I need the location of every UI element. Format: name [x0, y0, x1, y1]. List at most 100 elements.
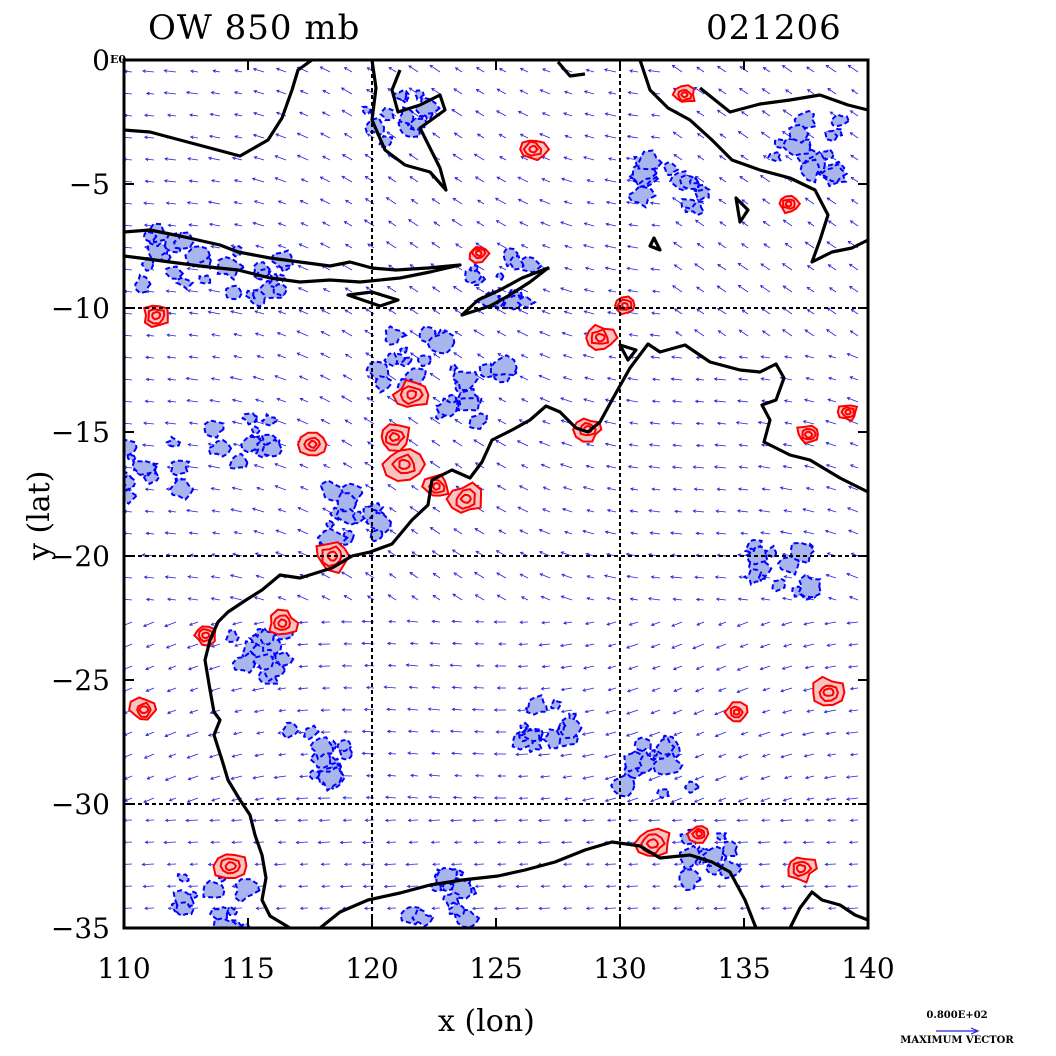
wind-vector: [561, 709, 573, 713]
wind-vector-head: [628, 443, 633, 447]
wind-vector-head: [714, 575, 719, 579]
wind-vector-head: [718, 688, 722, 692]
wind-vector: [389, 529, 397, 535]
wind-vector-head: [757, 840, 762, 845]
wind-vector: [672, 841, 683, 843]
positive-cell-inner: [801, 427, 817, 441]
wind-vector-head: [296, 418, 301, 422]
wind-vector-head: [627, 818, 632, 823]
wind-vector-head: [383, 685, 388, 689]
wind-vector-head: [186, 733, 190, 737]
wind-vector: [341, 263, 353, 271]
wind-vector-head: [719, 221, 723, 225]
wind-vector: [321, 419, 331, 425]
negative-cell: [678, 868, 702, 892]
wind-vector-head: [692, 646, 697, 650]
wind-vector: [851, 553, 859, 557]
wind-vector: [849, 376, 859, 381]
wind-vector-head: [516, 440, 521, 444]
wind-vector-head: [650, 575, 655, 579]
wind-vector: [385, 796, 397, 799]
wind-vector: [697, 155, 705, 161]
wind-vector-head: [454, 773, 458, 778]
wind-vector: [297, 594, 309, 601]
wind-vector: [784, 510, 793, 513]
wind-vector-head: [320, 708, 324, 712]
wind-vector-head: [278, 708, 283, 713]
wind-vector-head: [208, 134, 213, 139]
wind-vector: [164, 180, 177, 183]
wind-vector-head: [342, 462, 347, 466]
wind-vector-head: [829, 287, 833, 291]
wind-vector-head: [826, 753, 831, 757]
wind-vector-head: [344, 419, 349, 423]
wind-vector: [187, 797, 199, 803]
wind-vector: [737, 400, 749, 403]
wind-vector-head: [583, 288, 588, 292]
wind-vector: [605, 245, 617, 249]
wind-vector: [319, 396, 331, 403]
negative-cell: [525, 694, 549, 716]
wind-vector-head: [538, 551, 543, 555]
wind-vector-head: [187, 884, 192, 889]
wind-vector-head: [828, 596, 832, 601]
wind-vector: [341, 395, 353, 403]
wind-vector-head: [363, 663, 368, 668]
wind-vector: [807, 221, 815, 227]
wind-vector-head: [849, 110, 854, 114]
wind-vector-head: [146, 776, 151, 780]
negative-cell: [175, 276, 195, 291]
wind-vector-head: [606, 818, 611, 823]
negative-cell: [274, 650, 295, 667]
wind-vector-head: [496, 242, 501, 246]
wind-vector-head: [739, 66, 744, 70]
wind-vector-head: [497, 862, 501, 867]
wind-vector: [585, 709, 595, 713]
wind-vector-head: [674, 509, 678, 514]
wind-vector-head: [496, 462, 500, 466]
wind-vector: [827, 753, 837, 756]
wind-vector-head: [364, 176, 369, 180]
wind-vector-head: [761, 710, 766, 714]
wind-vector-head: [432, 132, 436, 136]
wind-vector: [652, 687, 661, 692]
wind-vector-head: [406, 884, 411, 889]
wind-vector-head: [430, 87, 435, 92]
wind-vector-head: [737, 755, 742, 759]
wind-vector-head: [782, 443, 787, 447]
wind-vector: [807, 709, 815, 713]
x-tick-label: 135: [717, 952, 770, 985]
wind-vector-head: [693, 711, 698, 715]
wind-vector-head: [826, 840, 830, 845]
x-tick-label: 110: [97, 952, 150, 985]
wind-vector-head: [429, 64, 434, 69]
wind-vector-head: [365, 286, 370, 290]
wind-vector: [169, 797, 177, 802]
wind-vector-head: [564, 90, 568, 94]
wind-vector-head: [142, 69, 146, 73]
wind-vector-head: [780, 754, 785, 759]
wind-vector: [828, 377, 837, 381]
wind-vector: [186, 465, 199, 469]
wind-vector-head: [627, 465, 632, 469]
wind-vector-head: [740, 732, 745, 736]
wind-vector: [582, 753, 595, 757]
wind-vector-head: [672, 131, 677, 135]
wind-vector-head: [452, 439, 457, 443]
wind-vector: [366, 89, 375, 95]
wind-vector-head: [846, 572, 850, 577]
wind-vector-head: [560, 287, 564, 291]
wind-vector: [519, 485, 529, 491]
wind-vector-head: [762, 67, 767, 71]
wind-vector: [300, 200, 309, 205]
wind-vector-head: [695, 553, 700, 558]
wind-vector: [341, 175, 353, 183]
wind-vector: [696, 532, 705, 535]
wind-vector: [212, 510, 221, 513]
wind-vector-head: [563, 621, 567, 625]
wind-vector: [452, 593, 463, 601]
wind-vector: [715, 444, 727, 447]
wind-vector: [848, 486, 859, 491]
wind-vector: [278, 200, 287, 205]
wind-vector: [145, 158, 155, 161]
